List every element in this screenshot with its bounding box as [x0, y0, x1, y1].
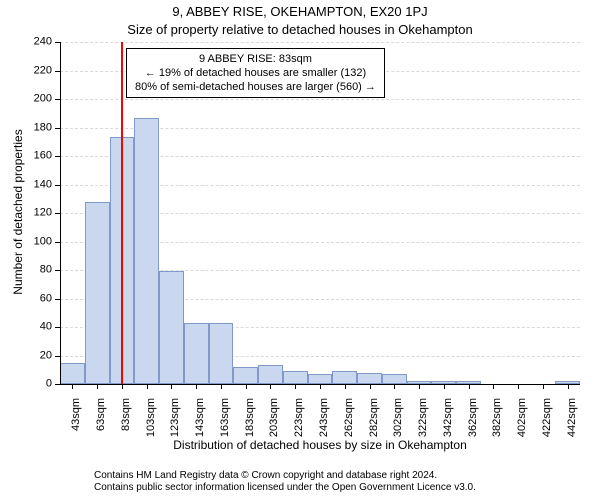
- bar: [184, 323, 209, 384]
- x-tick-label: 302sqm: [392, 398, 404, 438]
- chart-container: 9, ABBEY RISE, OKEHAMPTON, EX20 1PJ Size…: [0, 0, 600, 500]
- y-tick-label: 140: [26, 179, 52, 190]
- y-tick-label: 0: [26, 379, 52, 390]
- footer-line-1: Contains HM Land Registry data © Crown c…: [94, 470, 476, 482]
- x-tick-label: 422sqm: [541, 398, 553, 438]
- x-tick-label: 442sqm: [566, 398, 578, 438]
- x-tick-label: 342sqm: [442, 398, 454, 438]
- info-line-1: 9 ABBEY RISE: 83sqm: [135, 52, 376, 66]
- gridline: [60, 42, 580, 44]
- x-tick-label: 183sqm: [244, 398, 256, 438]
- x-tick-label: 203sqm: [268, 398, 280, 438]
- bar: [258, 365, 283, 384]
- y-axis-label: Number of detached properties: [11, 112, 25, 312]
- info-line-2: ← 19% of detached houses are smaller (13…: [135, 66, 376, 80]
- x-tick-label: 43sqm: [70, 398, 82, 438]
- x-tick-label: 402sqm: [516, 398, 528, 438]
- x-tick-label: 282sqm: [368, 398, 380, 438]
- reference-line: [121, 42, 123, 384]
- footer-line-2: Contains public sector information licen…: [94, 482, 476, 494]
- bar: [209, 323, 234, 384]
- bar: [233, 367, 258, 384]
- x-tick-label: 83sqm: [120, 398, 132, 438]
- x-tick-label: 123sqm: [169, 398, 181, 438]
- x-tick-label: 243sqm: [318, 398, 330, 438]
- x-tick-label: 382sqm: [491, 398, 503, 438]
- y-tick-label: 160: [26, 151, 52, 162]
- gridline: [60, 99, 580, 101]
- y-tick-label: 220: [26, 65, 52, 76]
- y-tick-label: 60: [26, 293, 52, 304]
- y-tick-label: 180: [26, 122, 52, 133]
- y-tick-label: 240: [26, 37, 52, 48]
- x-tick-label: 163sqm: [219, 398, 231, 438]
- y-tick-label: 80: [26, 265, 52, 276]
- x-axis-line: [60, 384, 580, 385]
- bar: [159, 271, 184, 384]
- chart-supertitle: 9, ABBEY RISE, OKEHAMPTON, EX20 1PJ: [0, 4, 600, 19]
- x-axis-label: Distribution of detached houses by size …: [60, 438, 580, 452]
- y-tick-label: 100: [26, 236, 52, 247]
- y-tick-label: 40: [26, 322, 52, 333]
- bar: [382, 374, 407, 384]
- x-tick-label: 63sqm: [95, 398, 107, 438]
- info-line-3: 80% of semi-detached houses are larger (…: [135, 80, 376, 94]
- x-tick-label: 362sqm: [467, 398, 479, 438]
- y-axis-line: [60, 42, 61, 384]
- x-tick-label: 103sqm: [145, 398, 157, 438]
- x-tick-label: 223sqm: [293, 398, 305, 438]
- chart-title: Size of property relative to detached ho…: [0, 22, 600, 37]
- info-box: 9 ABBEY RISE: 83sqm ← 19% of detached ho…: [126, 48, 385, 98]
- attribution-footer: Contains HM Land Registry data © Crown c…: [94, 470, 476, 494]
- y-tick-label: 200: [26, 94, 52, 105]
- bar: [308, 374, 333, 384]
- bar: [283, 371, 308, 384]
- bar: [332, 371, 357, 384]
- bar: [85, 202, 110, 384]
- x-tick-label: 143sqm: [194, 398, 206, 438]
- bar: [134, 118, 159, 384]
- y-tick-label: 120: [26, 208, 52, 219]
- x-tick-label: 262sqm: [343, 398, 355, 438]
- bar: [60, 363, 85, 384]
- bar: [357, 373, 382, 384]
- x-tick-label: 322sqm: [417, 398, 429, 438]
- y-tick-label: 20: [26, 350, 52, 361]
